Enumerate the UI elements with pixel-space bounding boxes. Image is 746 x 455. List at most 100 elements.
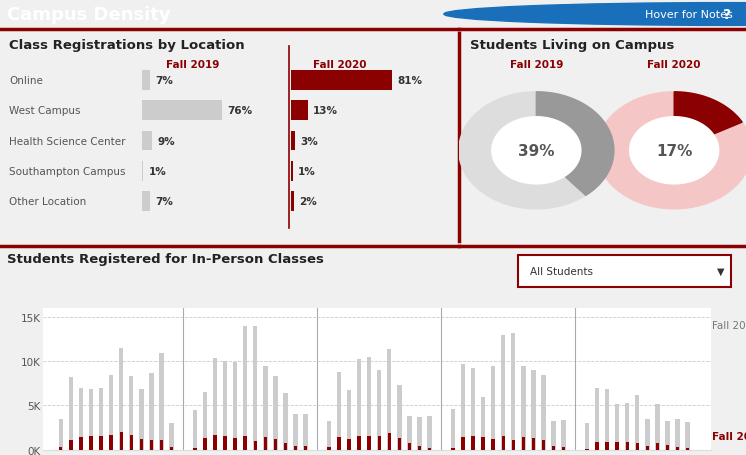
Bar <box>203 438 207 450</box>
FancyBboxPatch shape <box>518 255 731 288</box>
Text: Fall 2020: Fall 2020 <box>648 60 701 70</box>
Bar <box>327 421 331 450</box>
Bar <box>273 376 278 450</box>
Bar <box>69 377 73 450</box>
Bar <box>512 440 515 450</box>
Bar <box>294 446 297 450</box>
Bar <box>274 439 277 450</box>
Bar <box>408 443 411 450</box>
Bar <box>89 389 93 450</box>
Bar <box>675 420 680 450</box>
Bar <box>492 439 495 450</box>
Bar <box>368 436 371 450</box>
Bar <box>397 385 401 450</box>
Text: Students Registered for In-Person Classes: Students Registered for In-Person Classe… <box>7 253 325 265</box>
Bar <box>471 369 475 450</box>
Bar <box>327 447 330 450</box>
Bar <box>501 436 505 450</box>
Text: 3%: 3% <box>301 136 319 146</box>
Bar <box>427 416 432 450</box>
Bar <box>348 439 351 450</box>
Bar <box>223 361 228 450</box>
Bar <box>686 448 689 450</box>
Bar <box>243 326 248 450</box>
Text: 81%: 81% <box>398 76 423 86</box>
Bar <box>655 404 659 450</box>
Bar <box>615 404 619 450</box>
Text: Campus Density: Campus Density <box>7 6 171 24</box>
Bar <box>99 436 103 450</box>
Bar <box>501 335 506 450</box>
Bar <box>605 389 609 450</box>
Text: Fall 2020: Fall 2020 <box>712 431 746 441</box>
Bar <box>531 370 536 450</box>
Text: 7%: 7% <box>155 197 173 207</box>
Bar <box>552 446 555 450</box>
Bar <box>357 436 361 450</box>
Bar <box>192 410 197 450</box>
Bar <box>150 440 153 450</box>
Bar <box>109 375 113 450</box>
Polygon shape <box>492 117 581 184</box>
Bar <box>656 443 659 450</box>
Bar <box>159 354 163 450</box>
Bar <box>418 446 421 450</box>
Bar <box>213 359 217 450</box>
Text: Online: Online <box>9 76 43 86</box>
Bar <box>417 417 421 450</box>
Text: All Students: All Students <box>530 267 592 277</box>
Bar <box>562 447 565 450</box>
FancyBboxPatch shape <box>292 131 295 151</box>
Bar <box>149 373 154 450</box>
FancyBboxPatch shape <box>292 101 307 121</box>
FancyBboxPatch shape <box>142 71 149 91</box>
Bar <box>491 366 495 450</box>
Bar <box>223 436 227 450</box>
Polygon shape <box>597 93 746 209</box>
Bar <box>635 395 639 450</box>
Bar <box>110 435 113 450</box>
Bar <box>79 437 83 450</box>
Bar <box>283 393 288 450</box>
Text: 39%: 39% <box>518 143 554 158</box>
Bar <box>586 449 589 450</box>
Polygon shape <box>536 93 614 196</box>
Text: Other Location: Other Location <box>9 197 87 207</box>
Text: Health Science Center: Health Science Center <box>9 136 125 146</box>
Bar <box>119 348 123 450</box>
Bar <box>542 440 545 450</box>
FancyBboxPatch shape <box>292 192 294 212</box>
Bar <box>407 416 412 450</box>
Bar <box>481 398 486 450</box>
Bar <box>377 436 381 450</box>
Bar <box>233 438 236 450</box>
Polygon shape <box>459 93 614 209</box>
Bar <box>233 362 237 450</box>
Text: Students Living on Campus: Students Living on Campus <box>470 39 674 51</box>
Bar <box>193 448 196 450</box>
Text: 2%: 2% <box>299 197 317 207</box>
Bar <box>686 422 690 450</box>
Bar <box>69 440 72 450</box>
Bar <box>160 440 163 450</box>
FancyBboxPatch shape <box>142 131 151 151</box>
Text: ?: ? <box>724 8 731 22</box>
Text: 9%: 9% <box>157 136 175 146</box>
FancyBboxPatch shape <box>292 71 392 91</box>
Bar <box>521 366 525 450</box>
Bar <box>636 443 639 450</box>
Text: ▼: ▼ <box>717 267 724 277</box>
Bar <box>169 423 174 450</box>
FancyBboxPatch shape <box>142 101 222 121</box>
Bar <box>645 446 649 450</box>
Text: Class Registrations by Location: Class Registrations by Location <box>9 39 245 51</box>
Text: 1%: 1% <box>148 167 166 177</box>
Bar <box>511 333 515 450</box>
Circle shape <box>444 4 746 26</box>
Bar <box>243 436 247 450</box>
Text: Fall 2019: Fall 2019 <box>166 60 219 70</box>
Bar <box>283 443 287 450</box>
Bar <box>676 447 679 450</box>
Bar <box>428 448 431 450</box>
Text: 17%: 17% <box>656 143 692 158</box>
